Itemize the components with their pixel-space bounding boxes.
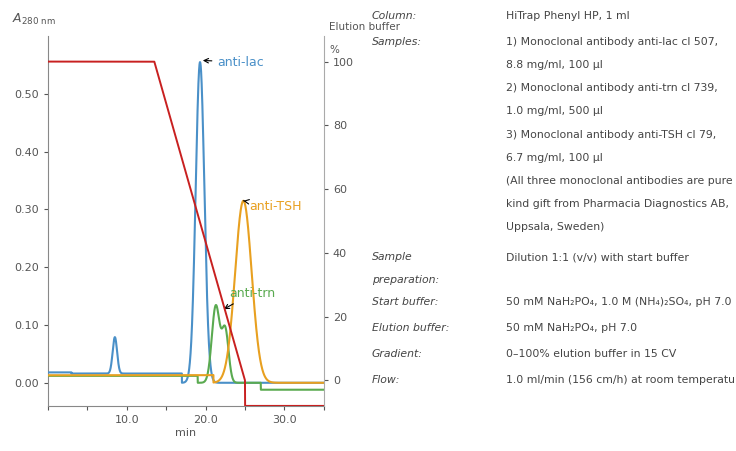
Text: %: %: [330, 46, 339, 55]
Text: 3) Monoclonal antibody anti-TSH cl 79,: 3) Monoclonal antibody anti-TSH cl 79,: [506, 129, 716, 139]
Text: 0–100% elution buffer in 15 CV: 0–100% elution buffer in 15 CV: [506, 349, 676, 359]
Text: Dilution 1:1 (v/v) with start buffer: Dilution 1:1 (v/v) with start buffer: [506, 253, 688, 262]
Text: HiTrap Phenyl HP, 1 ml: HiTrap Phenyl HP, 1 ml: [506, 11, 629, 21]
Text: 8.8 mg/ml, 100 μl: 8.8 mg/ml, 100 μl: [506, 60, 602, 70]
Text: 2) Monoclonal antibody anti-trn cl 739,: 2) Monoclonal antibody anti-trn cl 739,: [506, 83, 718, 93]
Text: anti-TSH: anti-TSH: [244, 200, 302, 213]
Text: $A_{280\ \mathregular{nm}}$: $A_{280\ \mathregular{nm}}$: [12, 12, 56, 27]
Text: Start buffer:: Start buffer:: [372, 297, 438, 307]
Text: Column:: Column:: [372, 11, 417, 21]
Text: 1.0 mg/ml, 500 μl: 1.0 mg/ml, 500 μl: [506, 106, 603, 116]
Text: Sample: Sample: [372, 253, 412, 262]
Text: Elution buffer:: Elution buffer:: [372, 323, 449, 333]
Text: kind gift from Pharmacia Diagnostics AB,: kind gift from Pharmacia Diagnostics AB,: [506, 198, 729, 208]
Text: 50 mM NaH₂PO₄, pH 7.0: 50 mM NaH₂PO₄, pH 7.0: [506, 323, 637, 333]
Text: preparation:: preparation:: [372, 275, 439, 285]
Text: Uppsala, Sweden): Uppsala, Sweden): [506, 221, 604, 231]
Text: Flow:: Flow:: [372, 375, 400, 386]
Text: 1.0 ml/min (156 cm/h) at room temperature: 1.0 ml/min (156 cm/h) at room temperatur…: [506, 375, 736, 386]
Text: anti-lac: anti-lac: [204, 55, 264, 69]
Text: anti-trn: anti-trn: [224, 287, 275, 308]
Text: Samples:: Samples:: [372, 37, 422, 47]
Text: 1) Monoclonal antibody anti-lac cl 507,: 1) Monoclonal antibody anti-lac cl 507,: [506, 37, 718, 47]
Text: 50 mM NaH₂PO₄, 1.0 M (NH₄)₂SO₄, pH 7.0: 50 mM NaH₂PO₄, 1.0 M (NH₄)₂SO₄, pH 7.0: [506, 297, 731, 307]
Text: 6.7 mg/ml, 100 μl: 6.7 mg/ml, 100 μl: [506, 152, 602, 162]
Text: Elution buffer: Elution buffer: [330, 23, 400, 32]
Text: Gradient:: Gradient:: [372, 349, 422, 359]
X-axis label: min: min: [175, 428, 197, 438]
Text: (All three monoclonal antibodies are pure and a: (All three monoclonal antibodies are pur…: [506, 175, 736, 185]
